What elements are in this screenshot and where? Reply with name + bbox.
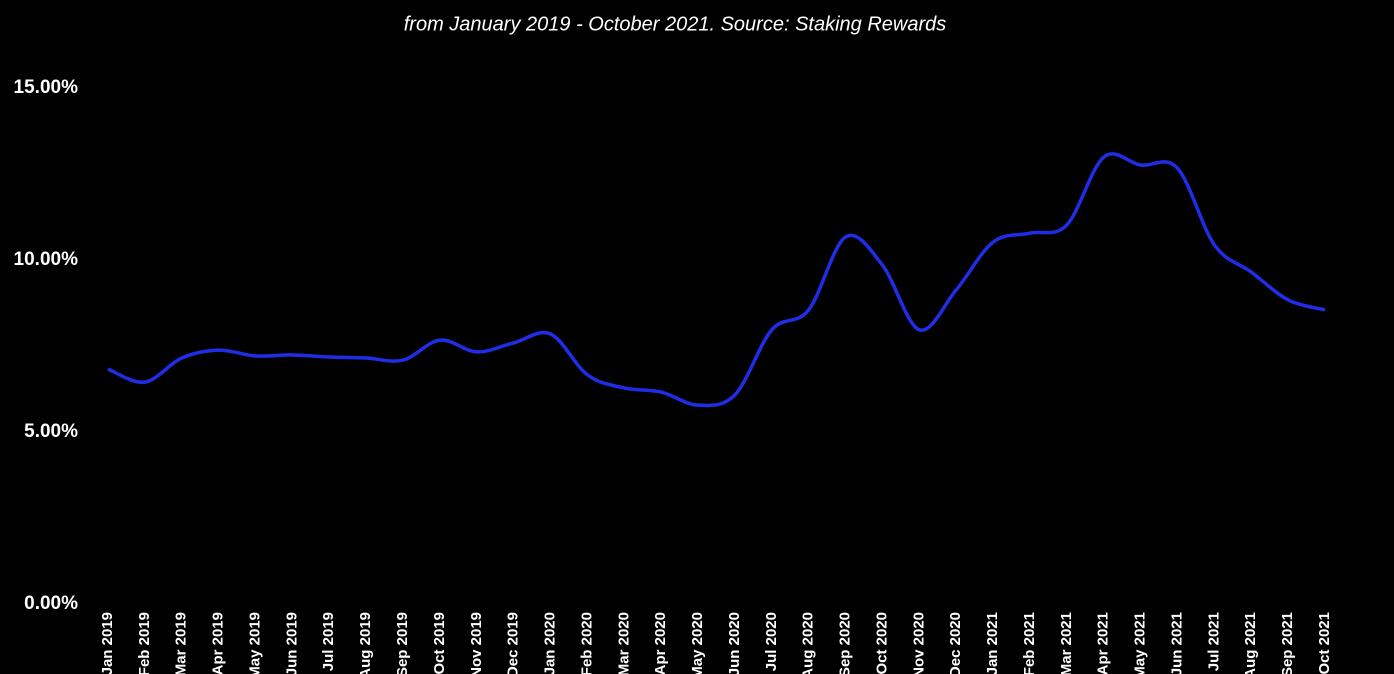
x-tick-label: Jun 2019 xyxy=(283,612,300,674)
x-tick-label: Apr 2020 xyxy=(652,612,669,674)
x-tick-label: Oct 2021 xyxy=(1316,612,1333,674)
x-tick-label: Dec 2019 xyxy=(505,612,522,674)
x-tick-label: Aug 2020 xyxy=(800,612,817,674)
x-tick-label: Jan 2021 xyxy=(984,612,1001,674)
x-tick-label: Jan 2019 xyxy=(99,612,116,674)
chart-subtitle: from January 2019 - October 2021. Source… xyxy=(404,13,947,35)
x-tick-label: Nov 2020 xyxy=(910,612,927,674)
x-tick-label: Jun 2021 xyxy=(1168,612,1185,674)
x-tick-label: May 2019 xyxy=(246,612,263,674)
y-tick-label: 0.00% xyxy=(24,593,78,614)
x-tick-label: Oct 2020 xyxy=(873,612,890,674)
x-tick-label: Sep 2021 xyxy=(1279,612,1296,674)
y-tick-label: 10.00% xyxy=(14,249,79,270)
x-tick-label: Apr 2021 xyxy=(1095,612,1112,674)
y-tick-label: 5.00% xyxy=(24,421,78,442)
x-tick-label: Jul 2021 xyxy=(1205,612,1222,671)
x-tick-label: Mar 2020 xyxy=(615,612,632,674)
x-tick-label: Jul 2019 xyxy=(320,612,337,671)
x-tick-label: Feb 2021 xyxy=(1021,612,1038,674)
x-tick-label: Nov 2019 xyxy=(468,612,485,674)
x-tick-label: Aug 2021 xyxy=(1242,612,1259,674)
x-tick-label: Mar 2021 xyxy=(1058,612,1075,674)
x-tick-label: Feb 2020 xyxy=(578,612,595,674)
x-tick-label: Aug 2019 xyxy=(357,612,374,674)
x-tick-label: Jul 2020 xyxy=(763,612,780,671)
x-tick-label: Sep 2020 xyxy=(837,612,854,674)
x-tick-label: Sep 2019 xyxy=(394,612,411,674)
line xyxy=(107,152,1326,408)
x-tick-label: Apr 2019 xyxy=(210,612,227,674)
x-tick-label: Oct 2019 xyxy=(431,612,448,674)
x-tick-label: Dec 2020 xyxy=(947,612,964,674)
x-tick-label: May 2020 xyxy=(689,612,706,674)
x-tick-label: May 2021 xyxy=(1132,612,1149,674)
x-tick-label: Jun 2020 xyxy=(726,612,743,674)
x-tick-label: Jan 2020 xyxy=(542,612,559,674)
y-tick-label: 15.00% xyxy=(14,77,79,98)
x-tick-label: Feb 2019 xyxy=(136,612,153,674)
x-tick-label: Mar 2019 xyxy=(173,612,190,674)
